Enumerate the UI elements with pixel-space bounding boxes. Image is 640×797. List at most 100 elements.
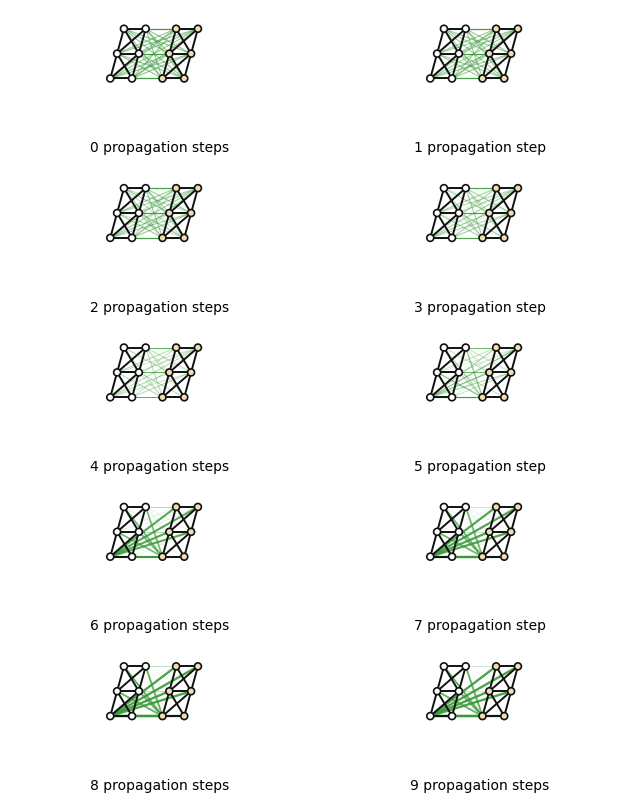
Circle shape bbox=[427, 713, 434, 720]
Circle shape bbox=[120, 185, 127, 191]
Circle shape bbox=[449, 553, 456, 560]
Circle shape bbox=[136, 369, 142, 376]
Circle shape bbox=[136, 688, 142, 695]
Circle shape bbox=[195, 504, 202, 510]
Circle shape bbox=[500, 234, 508, 241]
Circle shape bbox=[180, 75, 188, 82]
Circle shape bbox=[427, 75, 434, 82]
Circle shape bbox=[440, 185, 447, 191]
Circle shape bbox=[166, 528, 173, 536]
Circle shape bbox=[440, 26, 447, 32]
Circle shape bbox=[136, 210, 142, 217]
Circle shape bbox=[449, 713, 456, 720]
Circle shape bbox=[479, 553, 486, 560]
Circle shape bbox=[166, 50, 173, 57]
Circle shape bbox=[114, 50, 120, 57]
Circle shape bbox=[427, 234, 434, 241]
Circle shape bbox=[479, 713, 486, 720]
Circle shape bbox=[508, 528, 515, 536]
Circle shape bbox=[173, 185, 180, 191]
Circle shape bbox=[486, 50, 493, 57]
Circle shape bbox=[142, 26, 149, 32]
Text: 0 propagation steps: 0 propagation steps bbox=[90, 141, 230, 155]
Circle shape bbox=[120, 663, 127, 669]
Circle shape bbox=[195, 26, 202, 32]
Circle shape bbox=[166, 688, 173, 695]
Circle shape bbox=[500, 394, 508, 401]
Text: 1 propagation step: 1 propagation step bbox=[414, 141, 546, 155]
Circle shape bbox=[136, 528, 142, 536]
Circle shape bbox=[159, 394, 166, 401]
Text: 4 propagation steps: 4 propagation steps bbox=[90, 460, 230, 474]
Circle shape bbox=[129, 713, 136, 720]
Circle shape bbox=[180, 394, 188, 401]
Circle shape bbox=[107, 553, 114, 560]
Circle shape bbox=[142, 185, 149, 191]
Circle shape bbox=[434, 688, 440, 695]
Circle shape bbox=[427, 394, 434, 401]
Circle shape bbox=[479, 394, 486, 401]
Circle shape bbox=[107, 394, 114, 401]
Circle shape bbox=[493, 504, 500, 510]
Text: 9 propagation steps: 9 propagation steps bbox=[410, 779, 550, 793]
Circle shape bbox=[195, 344, 202, 351]
Circle shape bbox=[188, 688, 195, 695]
Circle shape bbox=[508, 688, 515, 695]
Circle shape bbox=[159, 713, 166, 720]
Circle shape bbox=[434, 528, 440, 536]
Circle shape bbox=[500, 553, 508, 560]
Circle shape bbox=[508, 210, 515, 217]
Circle shape bbox=[114, 369, 120, 376]
Circle shape bbox=[515, 344, 522, 351]
Circle shape bbox=[129, 394, 136, 401]
Circle shape bbox=[159, 553, 166, 560]
Circle shape bbox=[456, 369, 462, 376]
Circle shape bbox=[142, 344, 149, 351]
Circle shape bbox=[129, 75, 136, 82]
Circle shape bbox=[462, 185, 469, 191]
Circle shape bbox=[107, 234, 114, 241]
Text: 7 propagation step: 7 propagation step bbox=[414, 619, 546, 634]
Circle shape bbox=[508, 369, 515, 376]
Circle shape bbox=[120, 504, 127, 510]
Circle shape bbox=[173, 663, 180, 669]
Circle shape bbox=[166, 210, 173, 217]
Circle shape bbox=[493, 663, 500, 669]
Circle shape bbox=[449, 75, 456, 82]
Circle shape bbox=[462, 663, 469, 669]
Circle shape bbox=[173, 344, 180, 351]
Circle shape bbox=[166, 369, 173, 376]
Circle shape bbox=[159, 234, 166, 241]
Circle shape bbox=[449, 234, 456, 241]
Circle shape bbox=[479, 75, 486, 82]
Circle shape bbox=[440, 663, 447, 669]
Circle shape bbox=[114, 528, 120, 536]
Circle shape bbox=[486, 369, 493, 376]
Circle shape bbox=[462, 26, 469, 32]
Circle shape bbox=[515, 504, 522, 510]
Circle shape bbox=[440, 344, 447, 351]
Circle shape bbox=[159, 75, 166, 82]
Circle shape bbox=[427, 553, 434, 560]
Circle shape bbox=[114, 210, 120, 217]
Circle shape bbox=[180, 553, 188, 560]
Circle shape bbox=[120, 344, 127, 351]
Circle shape bbox=[120, 26, 127, 32]
Circle shape bbox=[456, 50, 462, 57]
Circle shape bbox=[136, 50, 142, 57]
Text: 2 propagation steps: 2 propagation steps bbox=[90, 300, 230, 315]
Circle shape bbox=[515, 26, 522, 32]
Circle shape bbox=[188, 210, 195, 217]
Circle shape bbox=[486, 688, 493, 695]
Circle shape bbox=[462, 504, 469, 510]
Circle shape bbox=[188, 50, 195, 57]
Circle shape bbox=[188, 369, 195, 376]
Circle shape bbox=[456, 528, 462, 536]
Circle shape bbox=[500, 75, 508, 82]
Circle shape bbox=[142, 504, 149, 510]
Circle shape bbox=[129, 553, 136, 560]
Circle shape bbox=[449, 394, 456, 401]
Circle shape bbox=[486, 528, 493, 536]
Circle shape bbox=[129, 234, 136, 241]
Circle shape bbox=[107, 75, 114, 82]
